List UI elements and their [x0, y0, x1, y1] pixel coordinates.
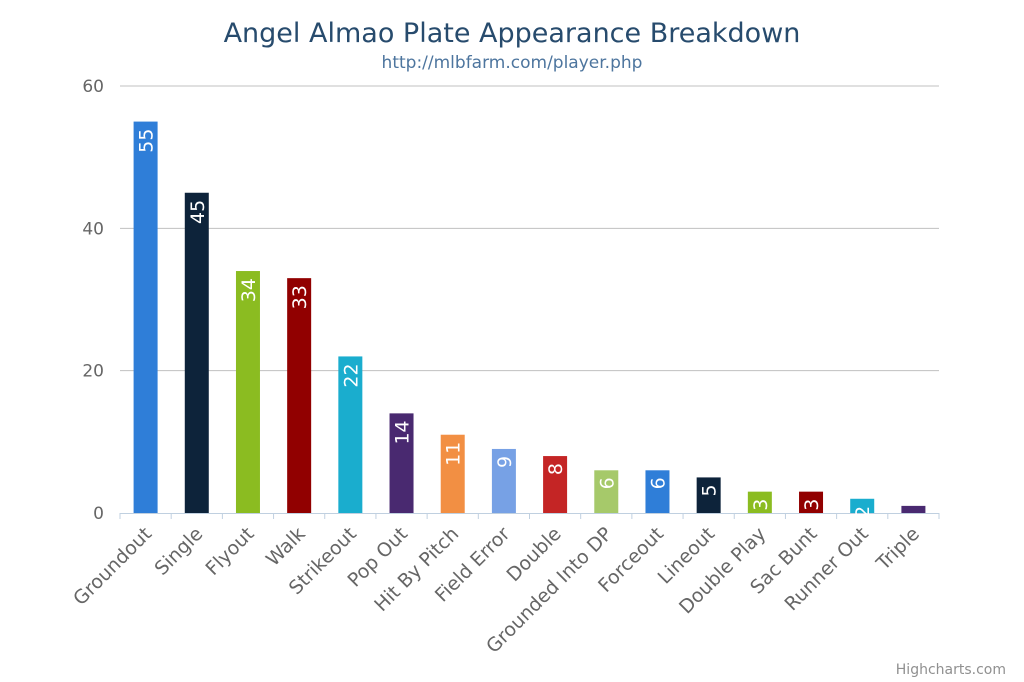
- data-label: 6: [647, 477, 669, 489]
- data-label: 3: [750, 499, 772, 511]
- bar[interactable]: [491, 448, 516, 513]
- data-label: 45: [187, 200, 209, 224]
- x-tick-label: Single: [150, 523, 207, 580]
- data-label: 2: [852, 506, 874, 518]
- bar[interactable]: [287, 278, 312, 513]
- y-tick-label: 60: [82, 77, 104, 97]
- y-tick-label: 0: [93, 504, 104, 524]
- credits-link[interactable]: Highcharts.com: [896, 662, 1006, 678]
- data-label: 14: [392, 420, 414, 444]
- bar[interactable]: [184, 192, 209, 513]
- chart-title: Angel Almao Plate Appearance Breakdown: [224, 18, 801, 49]
- bar[interactable]: [543, 456, 568, 513]
- bar[interactable]: [747, 491, 772, 513]
- data-label: 55: [136, 129, 158, 153]
- bar[interactable]: [133, 121, 158, 513]
- bar[interactable]: [901, 505, 926, 513]
- x-tick-label: Walk: [262, 523, 310, 571]
- data-label: 5: [699, 484, 721, 496]
- y-axis-ticks: 0 20 40 60: [82, 77, 104, 524]
- data-label: 33: [289, 285, 311, 309]
- x-tick-label: Triple: [872, 523, 924, 575]
- x-tick-label: Groundout: [69, 523, 156, 610]
- bar[interactable]: [594, 470, 619, 513]
- data-label: 1: [903, 513, 925, 525]
- y-tick-label: 40: [82, 219, 104, 239]
- data-label: 6: [596, 477, 618, 489]
- data-label: 22: [340, 363, 362, 387]
- y-tick-label: 20: [82, 362, 104, 382]
- data-label: 9: [494, 456, 516, 468]
- bar[interactable]: [235, 271, 260, 513]
- bar[interactable]: [440, 434, 465, 513]
- data-label: 3: [801, 499, 823, 511]
- bar[interactable]: [799, 491, 824, 513]
- bars: [133, 121, 926, 513]
- x-tick-label: Flyout: [202, 523, 259, 580]
- bar[interactable]: [389, 413, 414, 513]
- data-label: 8: [545, 463, 567, 475]
- chart-subtitle[interactable]: http://mlbfarm.com/player.php: [382, 53, 643, 73]
- data-label: 11: [443, 442, 465, 466]
- bar[interactable]: [696, 477, 721, 513]
- data-label: 34: [238, 278, 260, 302]
- bar[interactable]: [850, 498, 875, 513]
- bar[interactable]: [338, 356, 363, 513]
- bar[interactable]: [645, 470, 670, 513]
